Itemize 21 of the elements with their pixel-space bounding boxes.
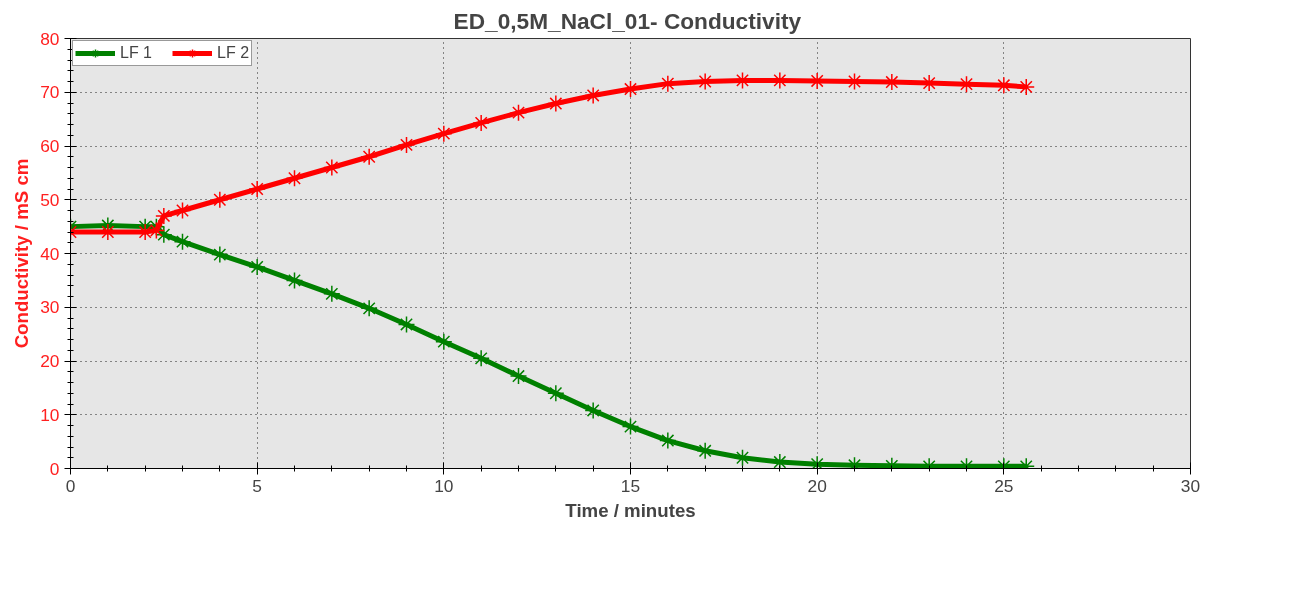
x-tick-label: 25: [994, 475, 1014, 496]
y-tick-label: 50: [40, 189, 60, 210]
y-tick-label: 20: [40, 351, 60, 371]
x-tick-label: 20: [807, 475, 827, 496]
y-tick-label: 40: [40, 243, 60, 264]
x-axis-title: Time / minutes: [565, 499, 696, 521]
y-tick-label: 10: [40, 404, 60, 425]
x-tick-label: 15: [620, 475, 641, 496]
y-tick-label: 70: [40, 82, 60, 103]
y-tick-label: 30: [40, 297, 60, 318]
y-tick-label: 60: [40, 136, 60, 156]
legend-label: LF 2: [217, 44, 250, 62]
y-tick-label: 0: [49, 458, 60, 479]
y-axis-title: Conductivity / mS cm: [11, 158, 33, 349]
x-tick-label: 30: [1180, 475, 1201, 496]
chart-title: ED_0,5M_NaCl_01- Conductivity: [453, 7, 802, 34]
x-tick-label: 5: [252, 475, 262, 496]
y-tick-label: 80: [40, 28, 60, 49]
x-tick-label: 0: [65, 475, 76, 496]
legend-label: LF 1: [120, 44, 153, 62]
x-tick-label: 10: [434, 475, 454, 496]
